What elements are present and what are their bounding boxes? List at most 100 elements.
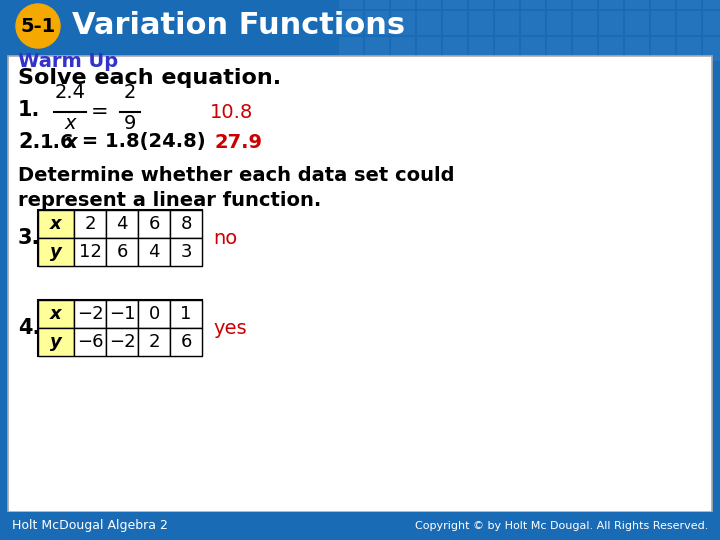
FancyBboxPatch shape bbox=[38, 210, 202, 266]
FancyBboxPatch shape bbox=[170, 300, 202, 328]
FancyBboxPatch shape bbox=[106, 328, 138, 356]
FancyBboxPatch shape bbox=[138, 238, 170, 266]
Text: yes: yes bbox=[213, 319, 247, 338]
Text: 2: 2 bbox=[148, 333, 160, 351]
FancyBboxPatch shape bbox=[677, 37, 701, 61]
FancyBboxPatch shape bbox=[74, 238, 106, 266]
Text: Warm Up: Warm Up bbox=[18, 52, 118, 71]
FancyBboxPatch shape bbox=[599, 0, 623, 9]
FancyBboxPatch shape bbox=[38, 300, 202, 356]
FancyBboxPatch shape bbox=[74, 300, 106, 328]
Text: y: y bbox=[50, 333, 62, 351]
Text: x: x bbox=[64, 114, 76, 133]
FancyBboxPatch shape bbox=[443, 0, 467, 9]
FancyBboxPatch shape bbox=[106, 300, 138, 328]
Text: −2: −2 bbox=[77, 305, 103, 323]
Text: 2.: 2. bbox=[18, 132, 40, 152]
Text: 9: 9 bbox=[124, 114, 136, 133]
Text: 12: 12 bbox=[78, 243, 102, 261]
FancyBboxPatch shape bbox=[573, 11, 597, 35]
FancyBboxPatch shape bbox=[469, 0, 493, 9]
FancyBboxPatch shape bbox=[703, 0, 720, 9]
FancyBboxPatch shape bbox=[170, 328, 202, 356]
FancyBboxPatch shape bbox=[74, 328, 106, 356]
Text: x: x bbox=[65, 132, 78, 152]
FancyBboxPatch shape bbox=[339, 37, 363, 61]
FancyBboxPatch shape bbox=[495, 37, 519, 61]
Circle shape bbox=[16, 4, 60, 48]
Text: 10.8: 10.8 bbox=[210, 103, 253, 122]
Text: 3: 3 bbox=[180, 243, 192, 261]
Text: 3.: 3. bbox=[18, 228, 40, 248]
FancyBboxPatch shape bbox=[38, 238, 74, 266]
Text: 0: 0 bbox=[148, 305, 160, 323]
FancyBboxPatch shape bbox=[138, 328, 170, 356]
FancyBboxPatch shape bbox=[0, 512, 720, 540]
Text: 6: 6 bbox=[117, 243, 127, 261]
FancyBboxPatch shape bbox=[495, 11, 519, 35]
FancyBboxPatch shape bbox=[547, 37, 571, 61]
Text: 2.4: 2.4 bbox=[55, 83, 86, 102]
FancyBboxPatch shape bbox=[651, 0, 675, 9]
Text: 1.6: 1.6 bbox=[40, 132, 75, 152]
Text: 4: 4 bbox=[116, 215, 127, 233]
FancyBboxPatch shape bbox=[573, 0, 597, 9]
FancyBboxPatch shape bbox=[599, 37, 623, 61]
FancyBboxPatch shape bbox=[521, 37, 545, 61]
Text: 2: 2 bbox=[84, 215, 96, 233]
FancyBboxPatch shape bbox=[547, 0, 571, 9]
Text: = 1.8(24.8): = 1.8(24.8) bbox=[75, 132, 206, 152]
FancyBboxPatch shape bbox=[365, 0, 389, 9]
FancyBboxPatch shape bbox=[170, 238, 202, 266]
FancyBboxPatch shape bbox=[38, 300, 74, 328]
FancyBboxPatch shape bbox=[625, 0, 649, 9]
FancyBboxPatch shape bbox=[625, 11, 649, 35]
FancyBboxPatch shape bbox=[443, 37, 467, 61]
FancyBboxPatch shape bbox=[547, 11, 571, 35]
FancyBboxPatch shape bbox=[417, 37, 441, 61]
FancyBboxPatch shape bbox=[339, 0, 363, 9]
Text: 6: 6 bbox=[148, 215, 160, 233]
FancyBboxPatch shape bbox=[38, 328, 74, 356]
FancyBboxPatch shape bbox=[365, 11, 389, 35]
Text: Determine whether each data set could
represent a linear function.: Determine whether each data set could re… bbox=[18, 166, 454, 210]
Text: −1: −1 bbox=[109, 305, 135, 323]
FancyBboxPatch shape bbox=[703, 11, 720, 35]
Text: 1: 1 bbox=[180, 305, 192, 323]
FancyBboxPatch shape bbox=[599, 11, 623, 35]
FancyBboxPatch shape bbox=[469, 11, 493, 35]
FancyBboxPatch shape bbox=[365, 37, 389, 61]
Text: 4: 4 bbox=[148, 243, 160, 261]
FancyBboxPatch shape bbox=[417, 11, 441, 35]
Text: Holt McDougal Algebra 2: Holt McDougal Algebra 2 bbox=[12, 519, 168, 532]
FancyBboxPatch shape bbox=[391, 37, 415, 61]
FancyBboxPatch shape bbox=[469, 37, 493, 61]
Text: x: x bbox=[50, 215, 62, 233]
FancyBboxPatch shape bbox=[417, 0, 441, 9]
Text: −2: −2 bbox=[109, 333, 135, 351]
FancyBboxPatch shape bbox=[625, 37, 649, 61]
Text: no: no bbox=[213, 228, 238, 247]
FancyBboxPatch shape bbox=[138, 210, 170, 238]
FancyBboxPatch shape bbox=[38, 210, 74, 238]
Text: 4.: 4. bbox=[18, 318, 40, 338]
Text: Solve each equation.: Solve each equation. bbox=[18, 68, 281, 88]
FancyBboxPatch shape bbox=[138, 300, 170, 328]
FancyBboxPatch shape bbox=[170, 210, 202, 238]
FancyBboxPatch shape bbox=[521, 0, 545, 9]
FancyBboxPatch shape bbox=[339, 11, 363, 35]
FancyBboxPatch shape bbox=[391, 0, 415, 9]
FancyBboxPatch shape bbox=[651, 11, 675, 35]
FancyBboxPatch shape bbox=[677, 11, 701, 35]
Text: 1.: 1. bbox=[18, 100, 40, 120]
Text: x: x bbox=[50, 305, 62, 323]
FancyBboxPatch shape bbox=[391, 11, 415, 35]
FancyBboxPatch shape bbox=[74, 210, 106, 238]
Text: y: y bbox=[50, 243, 62, 261]
FancyBboxPatch shape bbox=[106, 210, 138, 238]
Text: 27.9: 27.9 bbox=[215, 132, 263, 152]
FancyBboxPatch shape bbox=[495, 0, 519, 9]
Text: Variation Functions: Variation Functions bbox=[72, 11, 405, 40]
FancyBboxPatch shape bbox=[703, 37, 720, 61]
Text: 5-1: 5-1 bbox=[20, 17, 55, 36]
